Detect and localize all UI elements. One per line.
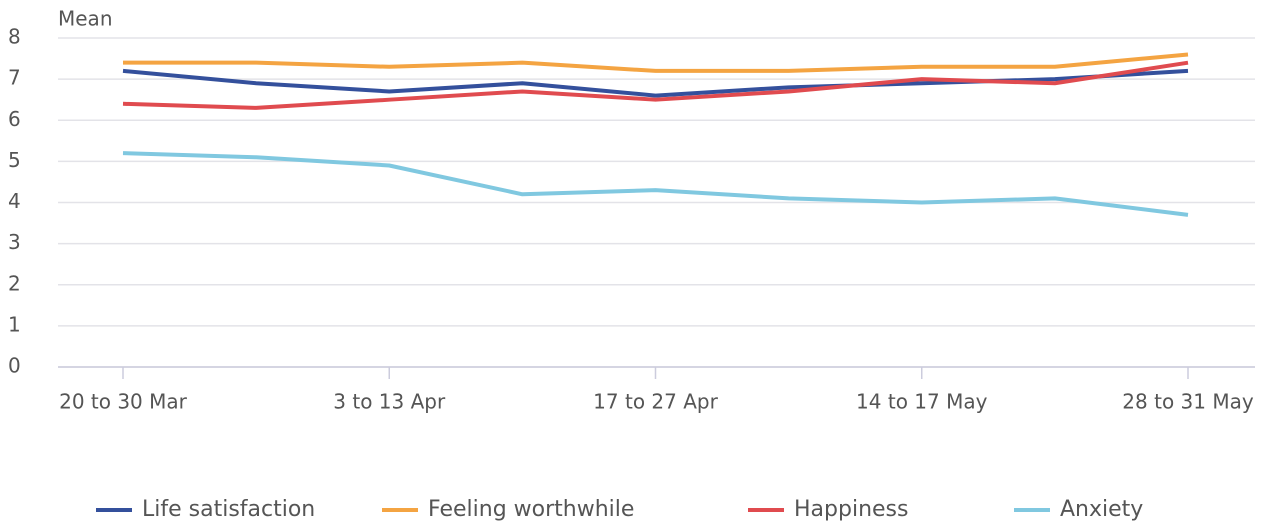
legend-label: Life satisfaction bbox=[142, 497, 315, 522]
x-tick-label: 20 to 30 Mar bbox=[59, 390, 188, 414]
y-tick-label: 6 bbox=[8, 107, 21, 131]
y-tick-label: 3 bbox=[8, 230, 21, 254]
y-tick-label: 1 bbox=[8, 312, 21, 336]
legend-label: Feeling worthwhile bbox=[428, 497, 634, 522]
y-tick-label: 8 bbox=[8, 25, 21, 49]
series-line bbox=[122, 151, 1189, 217]
x-tick-label: 17 to 27 Apr bbox=[593, 390, 718, 414]
x-tick-label: 14 to 17 May bbox=[856, 390, 988, 414]
legend-label: Anxiety bbox=[1060, 497, 1143, 522]
y-tick-label: 0 bbox=[8, 354, 21, 378]
series-line bbox=[122, 60, 1189, 110]
y-tick-label: 5 bbox=[8, 148, 21, 172]
series-line bbox=[123, 52, 1189, 73]
y-tick-label: 2 bbox=[8, 271, 21, 295]
x-tick-label: 3 to 13 Apr bbox=[333, 390, 446, 414]
legend-label: Happiness bbox=[794, 497, 908, 522]
y-tick-label: 4 bbox=[8, 189, 21, 213]
y-tick-label: 7 bbox=[8, 66, 21, 90]
y-axis-label: Mean bbox=[58, 7, 113, 31]
x-tick-label: 28 to 31 May bbox=[1122, 390, 1254, 414]
